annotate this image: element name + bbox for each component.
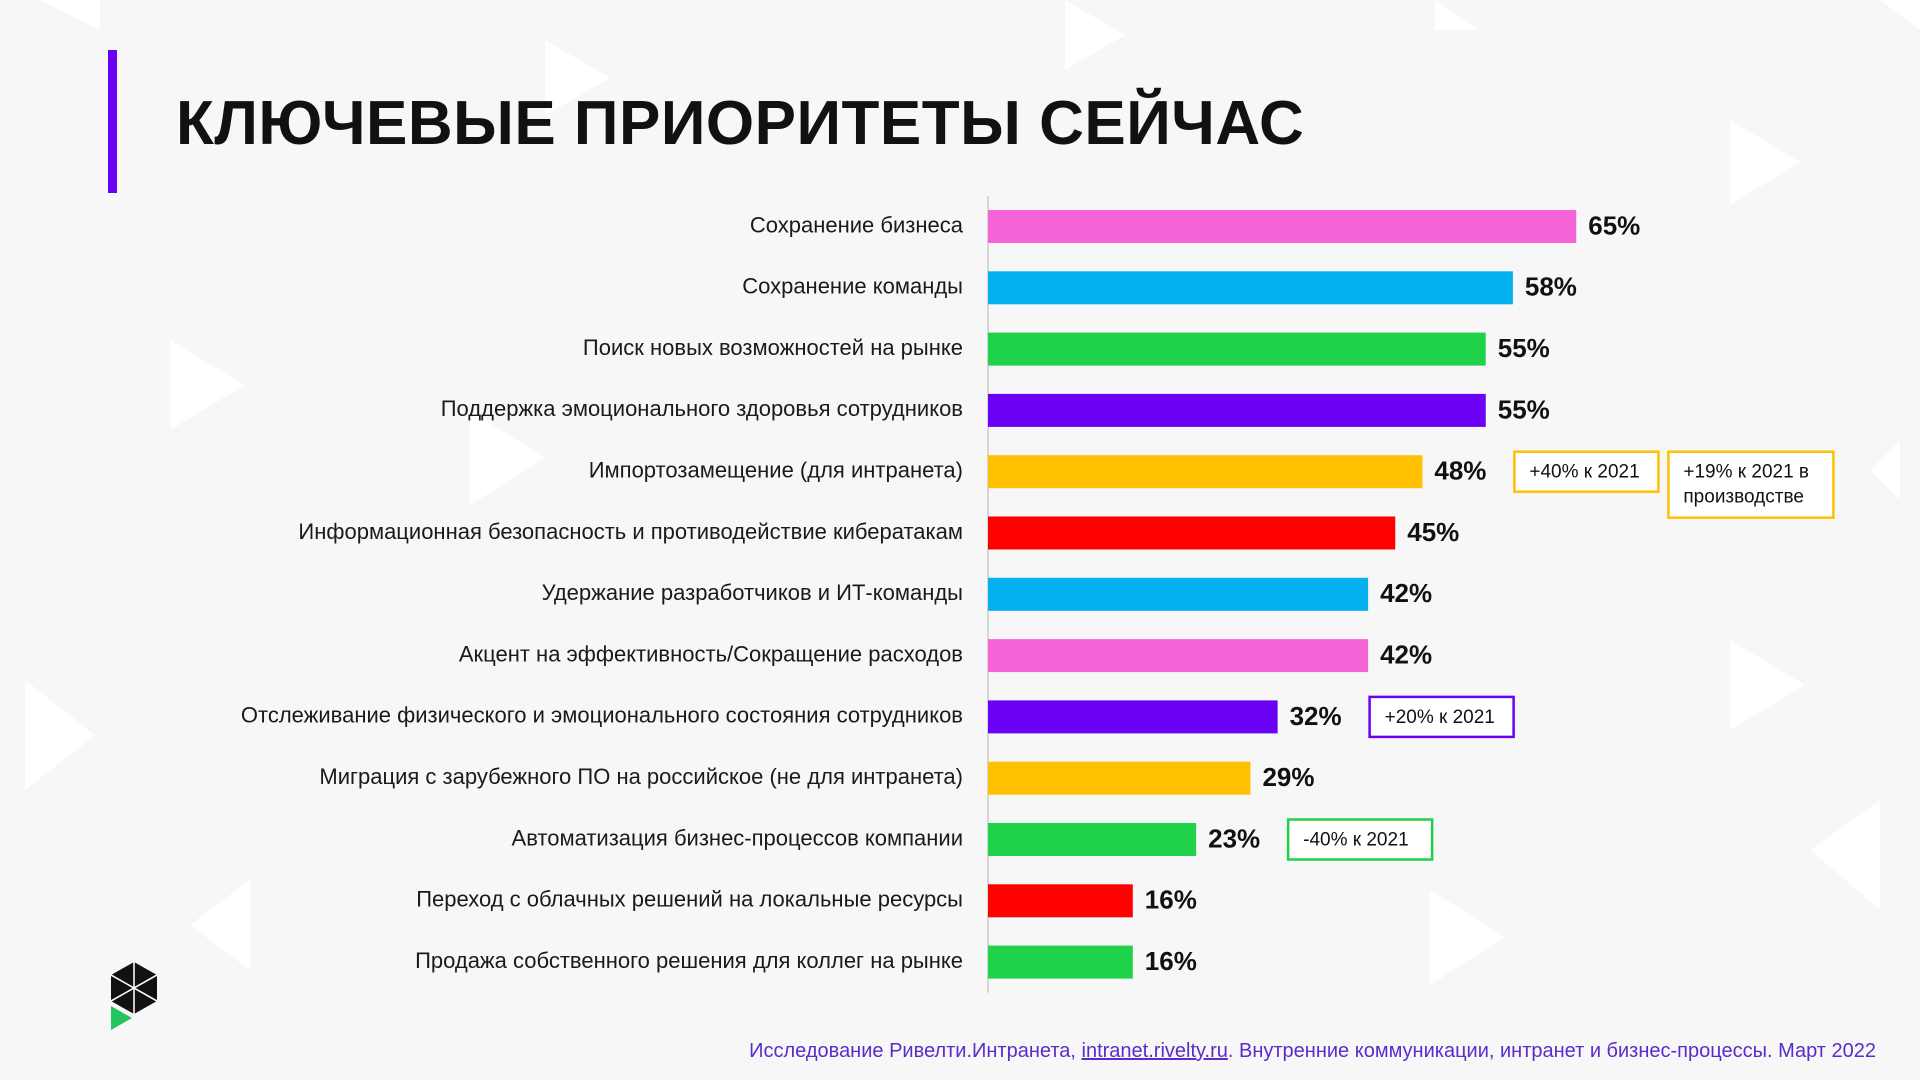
value-label: 16% <box>1145 885 1197 915</box>
category-label: Информационная безопасность и противодей… <box>298 519 963 544</box>
category-label: Удержание разработчиков и ИТ-команды <box>542 580 963 605</box>
bar <box>988 761 1251 795</box>
category-label: Миграция с зарубежного ПО на российское … <box>319 764 963 789</box>
category-label: Сохранение команды <box>742 274 963 299</box>
value-label: 55% <box>1498 333 1550 363</box>
value-label: 55% <box>1498 394 1550 424</box>
value-label: 29% <box>1262 762 1314 792</box>
change-note-text: +19% к 2021 в <box>1683 462 1809 483</box>
change-note-box <box>1368 695 1515 739</box>
category-label: Продажа собственного решения для коллег … <box>415 948 963 973</box>
footer-prefix: Исследование Ривелти.Интранета, <box>749 1040 1082 1062</box>
bar <box>988 271 1513 305</box>
value-label: 48% <box>1434 456 1486 486</box>
bar <box>988 884 1133 918</box>
bar <box>988 516 1396 550</box>
category-label: Импортозамещение (для интранета) <box>589 458 963 483</box>
value-label: 42% <box>1380 639 1432 669</box>
change-note-text: +40% к 2021 <box>1529 462 1639 483</box>
category-label: Поддержка эмоционального здоровья сотруд… <box>441 396 963 421</box>
category-label: Переход с облачных решений на локальные … <box>416 887 963 912</box>
rivelty-logo-icon <box>110 962 158 1030</box>
category-label: Поиск новых возможностей на рынке <box>583 335 963 360</box>
bar <box>988 332 1486 366</box>
category-label: Акцент на эффективность/Сокращение расхо… <box>459 641 963 666</box>
change-note-box <box>1667 450 1835 519</box>
change-note-box <box>1513 450 1660 493</box>
title-accent-bar <box>108 50 117 193</box>
value-label: 32% <box>1290 701 1342 731</box>
bar <box>988 639 1369 673</box>
footer-link[interactable]: intranet.rivelty.ru <box>1081 1040 1228 1062</box>
change-note-text: -40% к 2021 <box>1303 830 1409 851</box>
value-label: 45% <box>1407 517 1459 547</box>
bar <box>988 823 1197 856</box>
bar <box>988 700 1278 734</box>
value-label: 58% <box>1525 272 1577 302</box>
bar <box>988 945 1133 979</box>
change-note-text: +20% к 2021 <box>1385 707 1495 728</box>
category-label: Сохранение бизнеса <box>750 212 964 237</box>
bar <box>988 210 1577 243</box>
value-label: 65% <box>1588 210 1640 240</box>
category-label: Автоматизация бизнес-процессов компании <box>512 825 963 850</box>
footer-source: Исследование Ривелти.Интранета, intranet… <box>749 1040 1876 1063</box>
change-note-box <box>1286 818 1434 861</box>
bar <box>988 393 1486 427</box>
value-label: 16% <box>1145 946 1197 976</box>
category-label: Отслеживание физического и эмоциональног… <box>241 703 963 728</box>
bar <box>988 577 1369 611</box>
value-label: 42% <box>1380 578 1432 608</box>
value-label: 23% <box>1208 823 1260 853</box>
page-title: КЛЮЧЕВЫЕ ПРИОРИТЕТЫ СЕЙЧАС <box>176 89 1305 158</box>
change-note-text: производстве <box>1683 487 1804 508</box>
bar <box>988 455 1423 489</box>
footer-suffix: . Внутренние коммуникации, интранет и би… <box>1227 1040 1876 1062</box>
